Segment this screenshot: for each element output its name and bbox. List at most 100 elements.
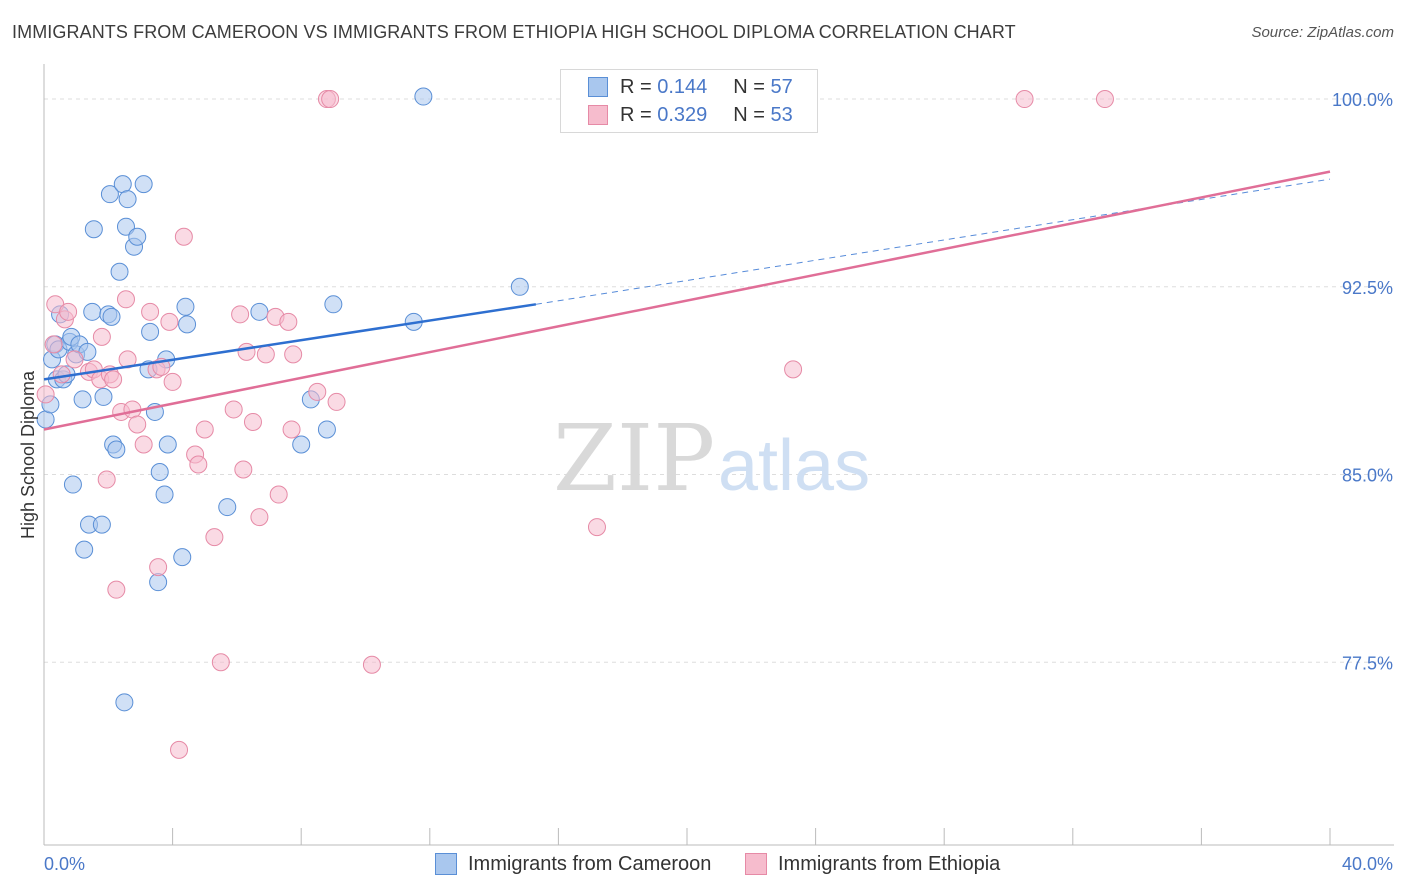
legend-item-cameroon[interactable]: Immigrants from Cameroon — [435, 851, 711, 877]
ethiopia-point — [284, 345, 303, 364]
cameroon-swatch — [588, 77, 608, 97]
ethiopia-point — [327, 392, 346, 411]
ethiopia-point — [59, 302, 78, 321]
ethiopia-n-value: 53 — [770, 103, 793, 126]
cameroon-point — [92, 515, 111, 534]
cameroon-point — [218, 498, 237, 517]
chart-title: IMMIGRANTS FROM CAMEROON VS IMMIGRANTS F… — [12, 22, 1016, 42]
cameroon-point — [292, 435, 311, 454]
cameroon-point — [178, 315, 197, 334]
cameroon-point — [324, 295, 343, 314]
n-label: N = — [733, 75, 765, 98]
cameroon-legend-label: Immigrants from Cameroon — [468, 852, 712, 875]
ethiopia-point — [308, 382, 327, 401]
cameroon-point — [414, 87, 433, 106]
ethiopia-point — [231, 305, 250, 324]
ethiopia-point — [282, 420, 301, 439]
ethiopia-point — [44, 335, 63, 354]
r-label: R = — [620, 75, 652, 98]
y-tick-label: 77.5% — [1342, 653, 1393, 673]
cameroon-trend-extension — [535, 178, 1331, 305]
ethiopia-point — [224, 400, 243, 419]
legend-row-cameroon: R = 0.144 N = 57 — [561, 73, 793, 101]
cameroon-point — [75, 540, 94, 559]
legend-item-ethiopia[interactable]: Immigrants from Ethiopia — [745, 851, 1000, 877]
cameroon-point — [36, 410, 55, 429]
cameroon-point — [94, 387, 113, 406]
ethiopia-point — [362, 655, 381, 674]
cameroon-point — [113, 175, 132, 194]
axes — [43, 64, 1394, 846]
ethiopia-point — [116, 290, 135, 309]
y-tick-label: 85.0% — [1342, 466, 1393, 486]
cameroon-point — [84, 220, 103, 239]
y-tick-label: 92.5% — [1342, 278, 1393, 298]
cameroon-point — [116, 217, 135, 236]
ethiopia-point — [141, 302, 160, 321]
cameroon-point — [155, 485, 174, 504]
ethiopia-point — [52, 365, 71, 384]
ethiopia-point — [195, 420, 214, 439]
correlation-legend: R = 0.144 N = 57 R = 0.329 N = 53 — [560, 69, 818, 133]
cameroon-r-value: 0.144 — [657, 75, 708, 98]
cameroon-point — [176, 297, 195, 316]
watermark-atlas: atlas — [718, 426, 870, 506]
ethiopia-point — [279, 312, 298, 331]
ethiopia-point — [784, 360, 803, 379]
ethiopia-point — [163, 372, 182, 391]
ethiopia-point — [170, 740, 189, 759]
cameroon-point — [128, 227, 147, 246]
cameroon-point — [107, 440, 126, 459]
ethiopia-point — [174, 227, 193, 246]
ethiopia-point — [1015, 90, 1034, 109]
legend-row-ethiopia: R = 0.329 N = 53 — [561, 101, 793, 129]
ethiopia-point — [321, 90, 340, 109]
cameroon-point — [510, 277, 529, 296]
ethiopia-point — [211, 653, 230, 672]
cameroon-trend-line — [43, 303, 537, 381]
y-axis-label: High School Diploma — [18, 370, 38, 539]
ethiopia-point — [107, 580, 126, 599]
tick-labels: 77.5% 85.0% 92.5% 100.0% 0.0% 40.0% — [44, 90, 1393, 874]
ethiopia-point — [36, 385, 55, 404]
ethiopia-point — [250, 508, 269, 527]
r-label: R = — [620, 103, 652, 126]
watermark: ZIP atlas — [553, 405, 870, 512]
ethiopia-point — [128, 415, 147, 434]
cameroon-point — [317, 420, 336, 439]
cameroon-point — [63, 475, 82, 494]
ethiopia-legend-label: Immigrants from Ethiopia — [778, 852, 1001, 875]
cameroon-point — [134, 175, 153, 194]
ethiopia-point — [205, 528, 224, 547]
cameroon-point — [73, 390, 92, 409]
cameroon-point — [150, 463, 169, 482]
ethiopia-point — [1095, 90, 1114, 109]
cameroon-point — [118, 190, 137, 209]
ethiopia-swatch — [588, 105, 608, 125]
source-credit: Source: ZipAtlas.com — [1251, 24, 1394, 41]
cameroon-point — [141, 322, 160, 341]
ethiopia-point — [92, 327, 111, 346]
ethiopia-point — [65, 350, 84, 369]
cameroon-points — [36, 87, 529, 712]
cameroon-point — [158, 435, 177, 454]
cameroon-point — [83, 302, 102, 321]
ethiopia-legend-swatch — [745, 853, 767, 875]
n-label: N = — [733, 103, 765, 126]
cameroon-point — [250, 302, 269, 321]
ethiopia-point — [243, 412, 262, 431]
ethiopia-point — [104, 370, 123, 389]
ethiopia-point — [256, 345, 275, 364]
cameroon-point — [115, 693, 134, 712]
trend-lines — [43, 170, 1331, 431]
ethiopia-point — [160, 312, 179, 331]
ethiopia-points — [36, 90, 1114, 759]
x-tick-label-max: 40.0% — [1342, 854, 1393, 874]
x-tick-label-min: 0.0% — [44, 854, 85, 874]
ethiopia-r-value: 0.329 — [657, 103, 708, 126]
cameroon-point — [110, 262, 129, 281]
ethiopia-point — [149, 558, 168, 577]
ethiopia-point — [97, 470, 116, 489]
cameroon-point — [173, 548, 192, 567]
